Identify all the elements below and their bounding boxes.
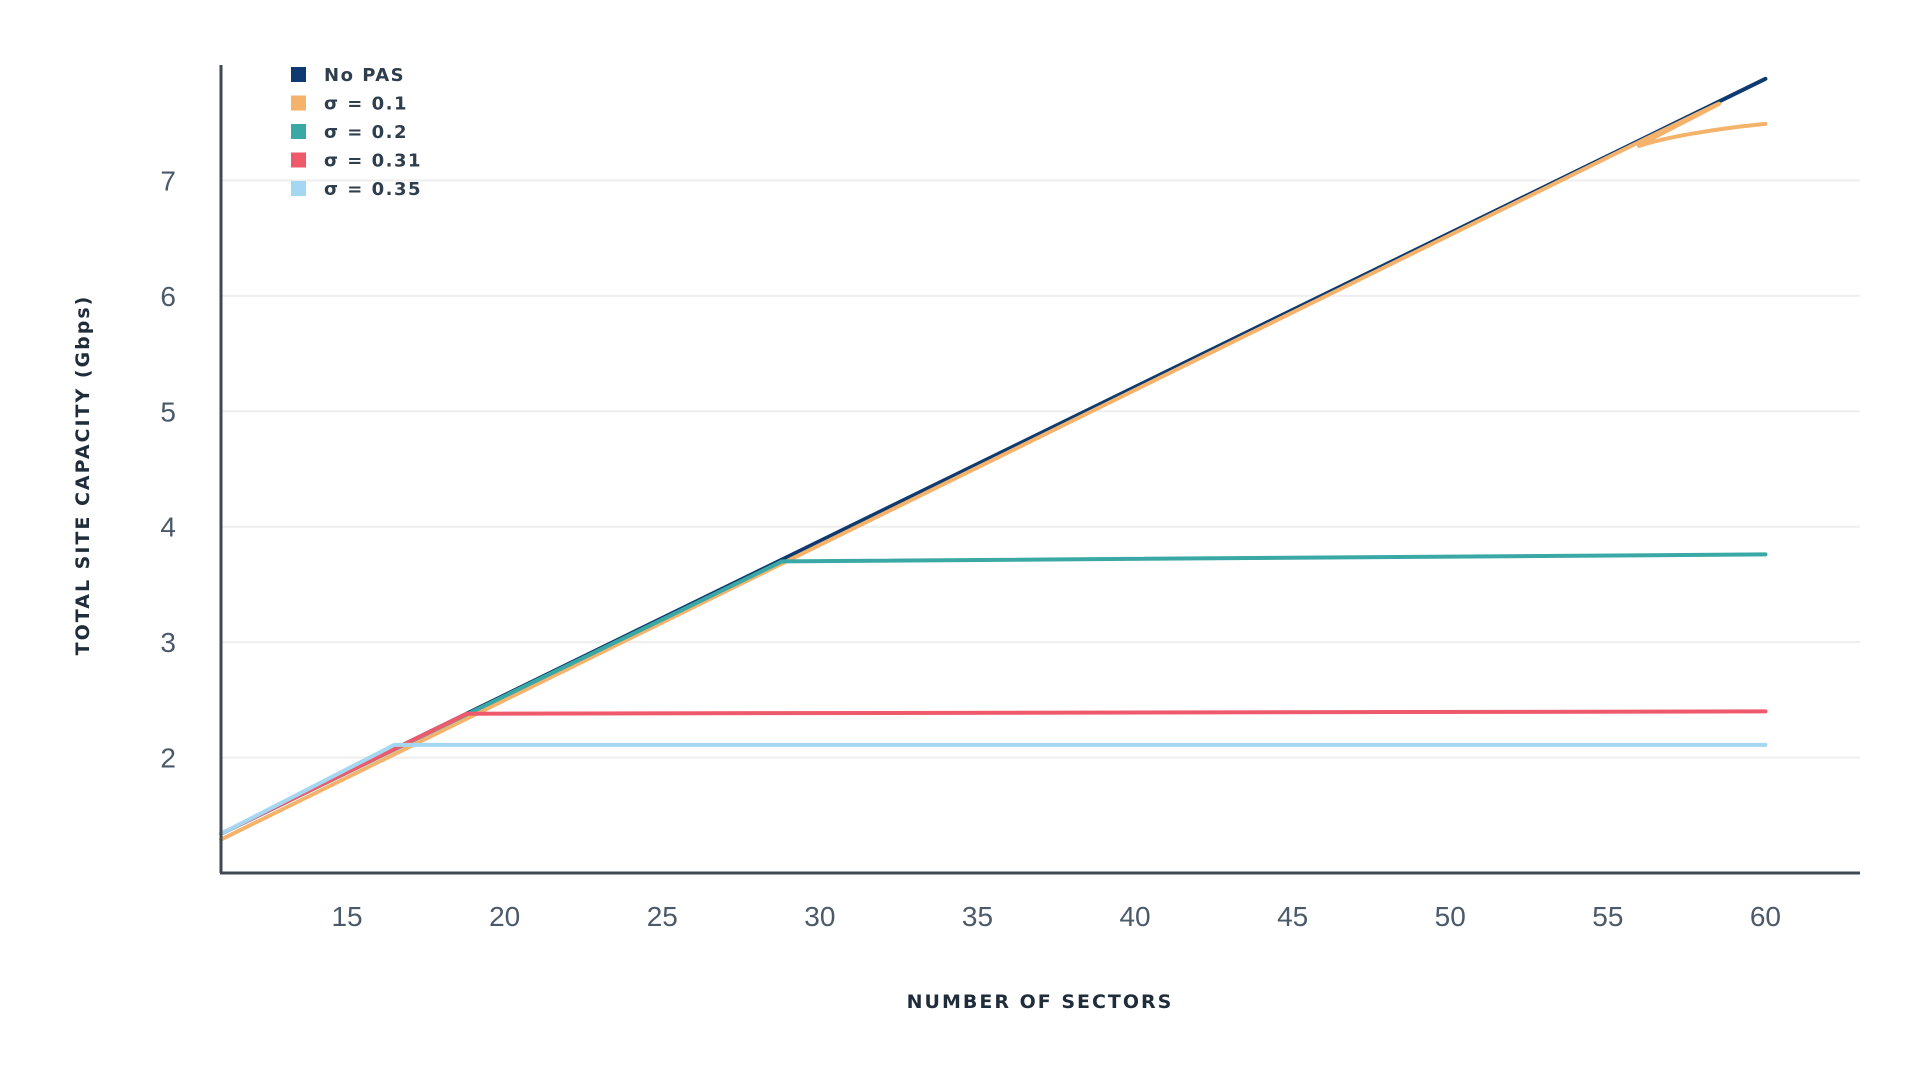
legend: No PAS σ = 0.1 σ = 0.2 σ = 0.31 σ = 0.35 [291, 65, 422, 200]
x-tick-label: 40 [1119, 901, 1150, 932]
x-tick-label: 35 [962, 901, 993, 932]
series-line-sigma-0-31 [219, 709, 1768, 836]
y-tick-label: 6 [160, 281, 176, 312]
legend-label: σ = 0.2 [324, 122, 408, 143]
series-lines [219, 76, 1768, 842]
legend-label: No PAS [324, 65, 405, 86]
x-tick-label: 60 [1750, 901, 1781, 932]
x-tick-label: 55 [1592, 901, 1623, 932]
legend-item-sigma-0-1: σ = 0.1 [291, 94, 408, 115]
x-tick-label: 25 [647, 901, 678, 932]
series-line-sigma-0-35 [219, 742, 1768, 836]
legend-item-no-pas: No PAS [291, 65, 405, 86]
legend-label: σ = 0.1 [324, 94, 408, 115]
y-tick-label: 5 [160, 396, 176, 427]
y-tick-label: 3 [160, 627, 176, 658]
x-tick-label: 30 [804, 901, 835, 932]
axes [219, 65, 1860, 875]
x-tick-labels: 15 20 25 30 35 40 45 50 55 60 [331, 901, 1781, 932]
legend-swatch [291, 152, 306, 168]
legend-label: σ = 0.35 [324, 179, 422, 200]
legend-swatch [291, 124, 306, 139]
legend-swatch [291, 95, 306, 111]
x-axis-title: NUMBER OF SECTORS [907, 991, 1174, 1013]
y-tick-label: 2 [160, 743, 176, 774]
x-tick-label: 15 [331, 901, 362, 932]
legend-item-sigma-0-35: σ = 0.35 [291, 179, 422, 200]
legend-swatch [291, 181, 306, 196]
y-axis-title: TOTAL SITE CAPACITY (Gbps) [72, 295, 94, 656]
y-tick-label: 7 [160, 165, 176, 196]
y-tick-label: 4 [160, 512, 176, 543]
series-line-sigma-0-1 [219, 101, 1768, 842]
y-tick-labels: 2 3 4 5 6 7 [160, 165, 176, 773]
x-tick-label: 20 [489, 901, 520, 932]
legend-item-sigma-0-2: σ = 0.2 [291, 122, 408, 143]
gridlines [221, 179, 1860, 759]
x-tick-label: 50 [1435, 901, 1466, 932]
legend-item-sigma-0-31: σ = 0.31 [291, 151, 422, 172]
legend-label: σ = 0.31 [324, 151, 422, 172]
legend-swatch [291, 67, 306, 82]
series-line-sigma-0-2 [219, 552, 1768, 836]
x-tick-label: 45 [1277, 901, 1308, 932]
